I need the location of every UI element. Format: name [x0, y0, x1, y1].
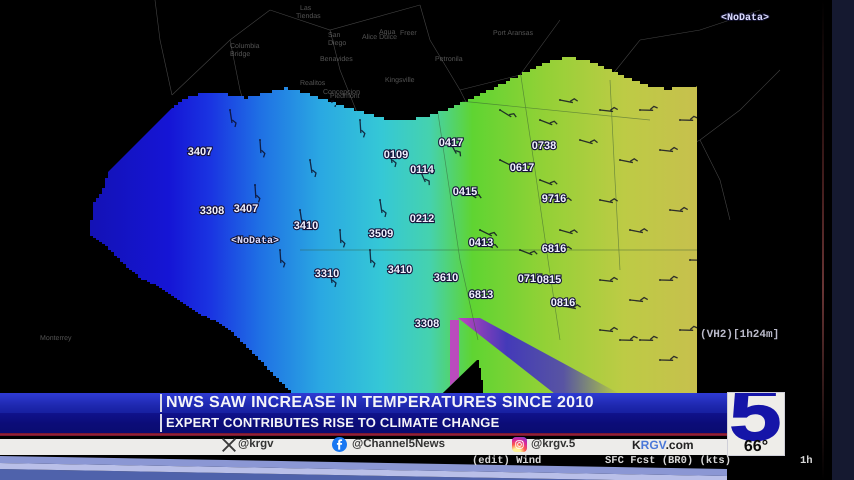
svg-text:3509: 3509 [369, 228, 393, 240]
svg-text:Las: Las [300, 5, 312, 12]
svg-text:3308: 3308 [415, 318, 439, 330]
svg-text:3310: 3310 [315, 268, 339, 280]
svg-text:0212: 0212 [410, 213, 434, 225]
svg-text:6813: 6813 [469, 289, 493, 301]
svg-text:0413: 0413 [469, 237, 493, 249]
svg-text:Columbia: Columbia [230, 42, 260, 50]
svg-text:Realitos: Realitos [300, 79, 326, 87]
svg-text:Benavides: Benavides [320, 55, 353, 63]
svg-text:Alice Dulce: Alice Dulce [362, 33, 397, 41]
svg-text:3308: 3308 [200, 205, 224, 217]
svg-text:0617: 0617 [510, 162, 534, 174]
svg-text:0109: 0109 [384, 149, 408, 161]
svg-text:<NoData>: <NoData> [721, 13, 769, 24]
svg-text:3407: 3407 [188, 146, 212, 158]
svg-text:Freer: Freer [400, 30, 417, 37]
svg-text:0815: 0815 [537, 274, 561, 286]
svg-text:0417: 0417 [439, 137, 463, 149]
svg-text:Kingsville: Kingsville [385, 76, 415, 84]
svg-text:Port Aransas: Port Aransas [493, 30, 534, 37]
svg-text:Diego: Diego [328, 39, 346, 47]
svg-text:6816: 6816 [542, 243, 566, 255]
svg-text:3410: 3410 [388, 264, 412, 276]
svg-text:3407: 3407 [234, 203, 258, 215]
svg-text:0114: 0114 [410, 164, 435, 176]
svg-text:9716: 9716 [542, 193, 566, 205]
svg-text:Piedmont: Piedmont [330, 92, 360, 100]
svg-text:0738: 0738 [532, 140, 556, 152]
svg-text:Tiendas: Tiendas [296, 12, 321, 20]
svg-text:3610: 3610 [434, 272, 458, 284]
svg-text:3410: 3410 [294, 220, 318, 232]
svg-text:<NoData>: <NoData> [231, 236, 279, 247]
svg-text:(VH2)[1h24m]: (VH2)[1h24m] [700, 329, 779, 341]
svg-text:Bridge: Bridge [230, 50, 250, 58]
svg-text:0415: 0415 [453, 186, 477, 198]
svg-text:Monterrey: Monterrey [40, 335, 72, 342]
svg-text:0816: 0816 [551, 297, 575, 309]
svg-text:Petronila: Petronila [435, 55, 463, 63]
svg-text:San: San [328, 32, 341, 39]
